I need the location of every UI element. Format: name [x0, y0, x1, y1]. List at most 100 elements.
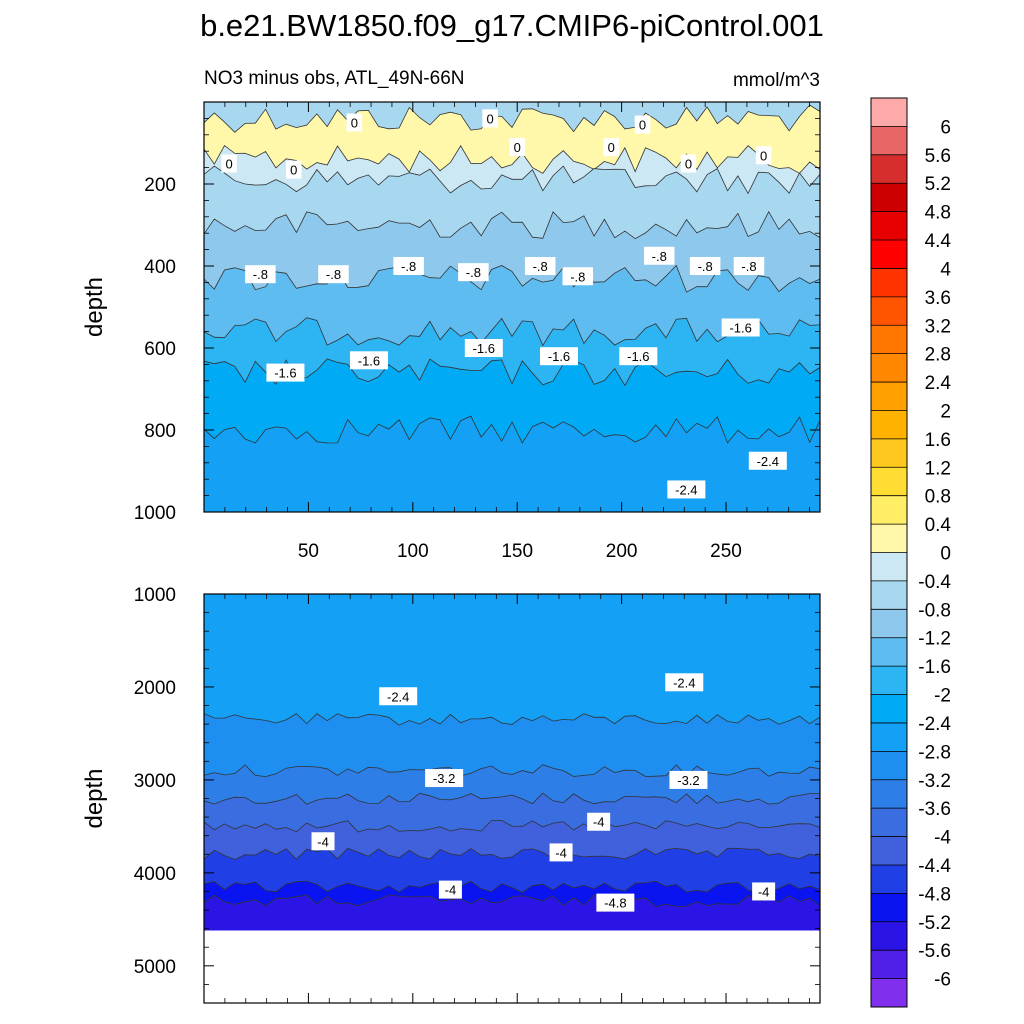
contour-label-text: 0 [760, 148, 767, 163]
colorbar-swatch [871, 609, 907, 639]
contour-label-box [349, 351, 388, 370]
colorbar-swatch [871, 893, 907, 923]
contour-label-box [733, 257, 765, 275]
contour-label: -2.4 [667, 480, 706, 499]
colorbar-swatch [871, 495, 907, 525]
contour-line [204, 415, 820, 444]
contour-band [204, 265, 820, 346]
contour-label: 0 [482, 109, 498, 128]
contour-label-text: -.8 [533, 259, 548, 274]
contour-label: -2.4 [379, 687, 418, 706]
y-tick-label: 200 [144, 175, 176, 196]
contour-line [204, 317, 820, 347]
colorbar: 6 5.6 5.2 4.8 4.4 4 3.6 3.2 2.8 2.4 2 1.6 1.2 0.8 0.4 0… [870, 97, 952, 1008]
contour-label-text: -.8 [253, 267, 268, 282]
colorbar-label: 1.2 [925, 458, 951, 479]
colorbar-swatch [871, 524, 907, 553]
colorbar-label: -1.6 [918, 657, 951, 678]
contour-label-text: -2.4 [757, 454, 779, 469]
contour-label: -4.8 [596, 893, 635, 912]
contour-label-box [346, 113, 363, 132]
contour-label: -1.6 [619, 347, 658, 366]
contour-label-box [721, 318, 760, 337]
contour-label-box [755, 146, 772, 165]
colorbar-swatch [871, 126, 907, 156]
contour-label-box [482, 109, 498, 128]
contour-label-box [458, 263, 489, 282]
colorbar-label: 0.4 [925, 515, 952, 536]
colorbar-swatch [871, 410, 907, 440]
colorbar-swatch [871, 183, 907, 213]
contour-label: -.8 [245, 265, 276, 284]
y-tick-label: 400 [144, 257, 176, 278]
x-tick-label: 100 [397, 541, 429, 562]
colorbar-label: -0.8 [918, 600, 951, 621]
colorbar-label: -5.2 [918, 913, 951, 934]
contour-label: -1.6 [464, 339, 503, 357]
contour-label-text: -.8 [570, 269, 585, 284]
colorbar-swatch [871, 268, 907, 298]
contour-label: -4 [752, 882, 776, 901]
contour-label-text: 0 [514, 140, 521, 155]
contour-band [204, 713, 820, 777]
contour-label-text: -1.6 [274, 366, 296, 381]
contour-label: -4 [587, 812, 611, 831]
colorbar-label: -1.2 [918, 629, 951, 650]
colorbar-label: -3.2 [918, 771, 951, 792]
contour-label-box [286, 160, 302, 179]
contour-label: -4 [438, 880, 462, 899]
colorbar-swatch [871, 211, 907, 241]
contour-label-text: -.8 [741, 259, 756, 274]
contour-label: -1.6 [349, 351, 388, 370]
colorbar-label: 4 [940, 259, 951, 280]
contour-label: -4 [311, 832, 335, 851]
y-tick-label: 4000 [134, 864, 176, 885]
contour-label-text: -1.6 [729, 321, 751, 336]
contour-label-text: 0 [351, 116, 358, 131]
colorbar-label: 2.4 [925, 373, 952, 394]
lower-panel: 1000 2000 3000 4000 5000 depth -2.4 -2.4 -3.2 -3.… [81, 585, 821, 1004]
colorbar-label: 5.6 [925, 146, 951, 167]
contour-label: 0 [509, 138, 525, 157]
contour-label: -.8 [458, 263, 489, 282]
contour-label-box [643, 246, 675, 265]
contour-line [204, 764, 820, 778]
colorbar-label: 0.8 [925, 487, 951, 508]
contour-label-text: -4 [555, 845, 567, 860]
contour-fill-layer [204, 102, 820, 512]
contour-band [204, 793, 820, 832]
contour-label-text: -2.4 [675, 482, 697, 497]
contour-label: 0 [221, 154, 237, 173]
x-tick-label: 250 [710, 541, 742, 562]
colorbar-label: 3.2 [925, 316, 951, 337]
contour-label-text: 0 [486, 111, 493, 126]
contour-band [204, 594, 820, 726]
contour-label: -.8 [524, 257, 556, 275]
contour-label-text: -2.4 [673, 675, 695, 690]
contour-label: -.8 [733, 257, 765, 275]
upper-panel: 50 100 150 200 250 200 400 600 800 1000 depth 0 0 0 0 0… [81, 101, 821, 562]
contour-label: -.8 [689, 257, 721, 275]
contour-label-box [752, 882, 776, 901]
contour-label-text: 0 [608, 140, 615, 155]
contour-label-box [379, 687, 418, 706]
colorbar-label: -0.4 [918, 572, 951, 593]
contour-label-text: -.8 [326, 267, 341, 282]
colorbar-swatch [871, 325, 907, 355]
colorbar-label: 2 [940, 401, 951, 422]
contour-label-box [669, 770, 708, 789]
contour-label: -2.4 [665, 673, 704, 692]
contour-line [204, 165, 820, 195]
colorbar-swatch [871, 864, 907, 894]
contour-label-text: -3.2 [433, 771, 455, 786]
contour-label-text: -4.8 [604, 896, 626, 911]
contour-label-box [665, 673, 704, 692]
colorbar-swatch [871, 779, 907, 809]
colorbar-label: 5.2 [925, 174, 951, 195]
contour-label-box [539, 347, 578, 366]
contour-label-box [634, 115, 651, 134]
contour-label: 0 [634, 115, 651, 134]
contour-label-text: 0 [685, 157, 692, 172]
contour-band [204, 416, 820, 512]
